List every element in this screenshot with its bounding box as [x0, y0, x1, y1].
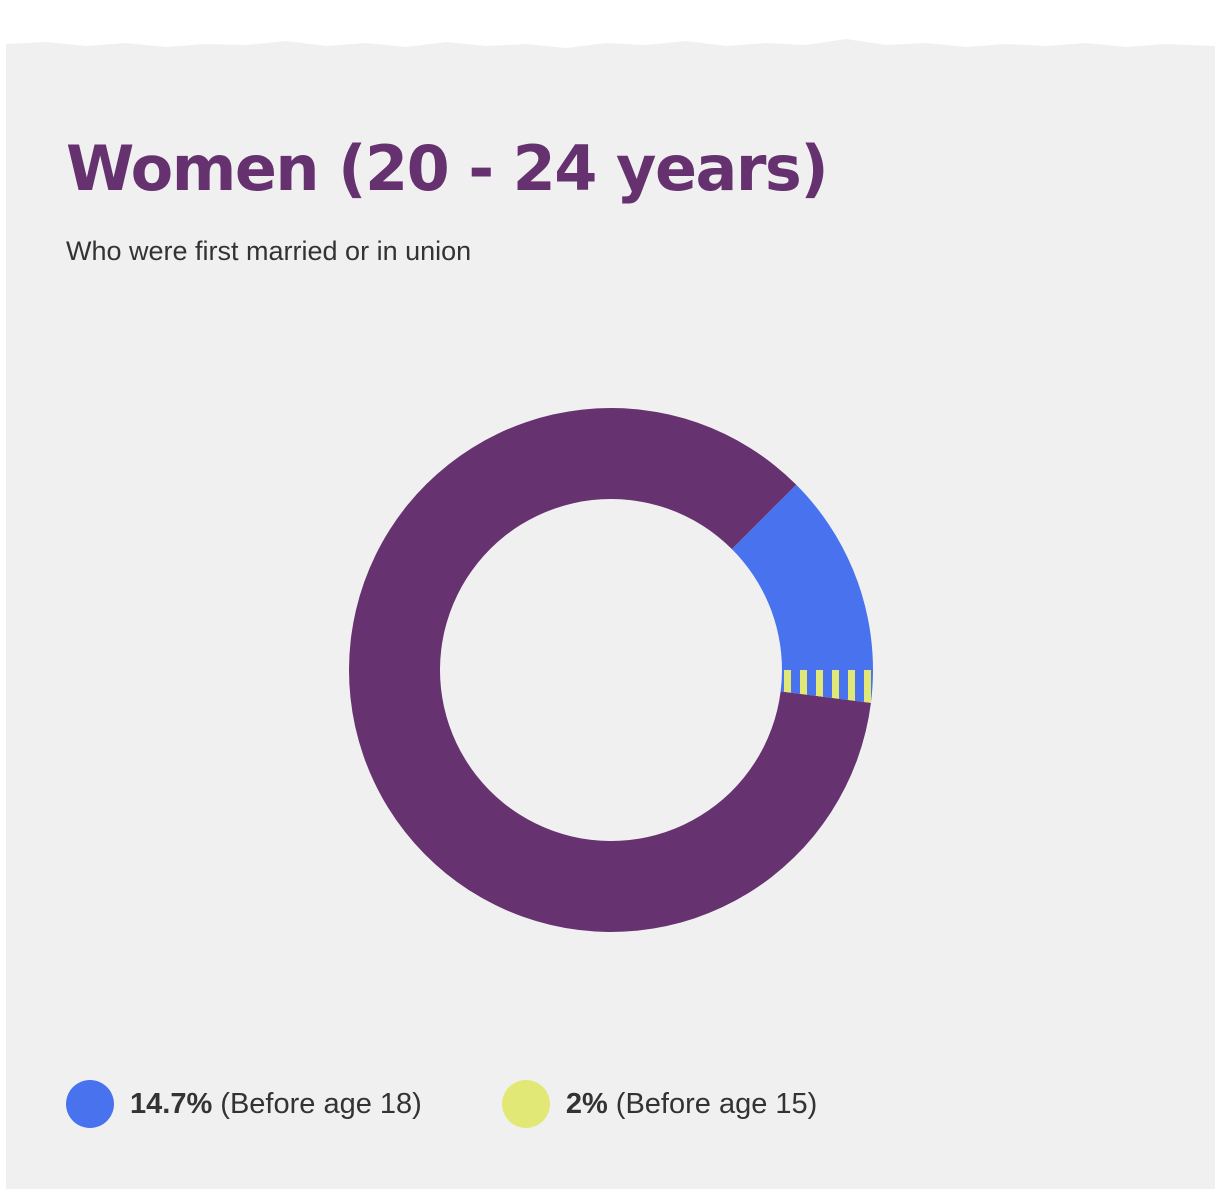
slice-remainder	[349, 408, 871, 932]
legend-item-before-15: 2% (Before age 15)	[501, 1080, 818, 1128]
legend-description: (Before age 18)	[220, 1087, 422, 1120]
legend-description: (Before age 15)	[615, 1087, 818, 1120]
chart-title: Women (20 - 24 years)	[66, 132, 829, 205]
chart-subtitle: Who were first married or in union	[66, 236, 472, 266]
legend-swatch-blue	[66, 1080, 114, 1128]
torn-paper-background	[6, 39, 1215, 1189]
legend-swatch-yellow	[501, 1080, 550, 1128]
legend-value: 2%	[565, 1087, 608, 1120]
legend-label: 14.7% (Before age 18)	[130, 1088, 422, 1121]
donut-chart	[349, 408, 873, 932]
legend-item-before-18: 14.7% (Before age 18)	[66, 1080, 422, 1128]
legend-value: 14.7%	[130, 1087, 213, 1120]
legend-label: 2% (Before age 15)	[566, 1088, 818, 1121]
slice-before-15	[780, 670, 873, 703]
slice-before-18	[731, 484, 873, 670]
chart-legend: 14.7% (Before age 18) 2% (Before age 15)	[66, 1080, 897, 1128]
chart-card: Women (20 - 24 years) Who were first mar…	[6, 0, 1215, 1189]
